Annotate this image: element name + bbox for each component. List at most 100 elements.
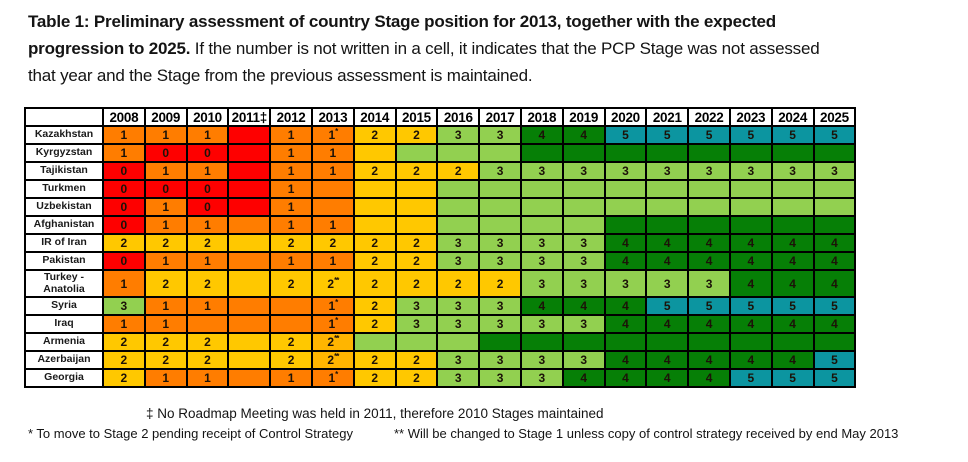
stage-cell: 2 <box>185 332 230 352</box>
stage-cell: 5 <box>812 350 857 370</box>
stage-cell <box>728 143 773 163</box>
stage-cell <box>352 179 397 199</box>
country-label: Afghanistan <box>24 215 104 235</box>
stage-cell: 2 <box>436 161 481 181</box>
table-row: Iraq 1 1 1* 2 3 3 3 3 3 4 4 4 4 4 4 <box>24 314 857 334</box>
stage-cell: 0 <box>143 179 188 199</box>
stage-cell <box>728 197 773 217</box>
stage-cell: 4 <box>687 314 731 334</box>
stage-cell <box>561 332 606 352</box>
country-label: Kazakhstan <box>24 125 104 145</box>
stage-cell: 4 <box>645 350 690 370</box>
stage-cell: 1 <box>185 296 230 316</box>
stage-cell <box>812 197 857 217</box>
stage-cell: 2 <box>352 296 397 316</box>
stage-cell: 2 <box>394 269 439 298</box>
stage-cell <box>227 350 272 370</box>
stage-cell: 0 <box>185 143 230 163</box>
stage-cell: 3 <box>478 350 522 370</box>
stage-cell <box>519 215 564 235</box>
stage-cell: 2 <box>102 368 146 388</box>
stage-cell: 1 <box>269 215 313 235</box>
stage-cell-footnote-mark: ** <box>334 334 339 343</box>
stage-cell <box>603 332 648 352</box>
stage-cell <box>687 143 731 163</box>
table-row: Turkmen 0 0 0 1 <box>24 179 857 199</box>
stage-cell: 3 <box>478 296 522 316</box>
country-label: Armenia <box>24 332 104 352</box>
stage-cell <box>561 215 606 235</box>
year-header: 2012 <box>269 107 313 127</box>
year-header: 2017 <box>478 107 522 127</box>
year-header: 2024 <box>770 107 815 127</box>
stage-cell: 3 <box>394 296 439 316</box>
stage-cell: 2 <box>102 350 146 370</box>
stage-cell <box>603 215 648 235</box>
stage-cell: 5 <box>687 296 731 316</box>
year-header: 2022 <box>687 107 731 127</box>
stage-cell <box>812 215 857 235</box>
stage-cell <box>687 215 731 235</box>
stage-cell: 5 <box>645 125 690 145</box>
stage-cell <box>227 179 272 199</box>
stage-cell: 2 <box>394 368 439 388</box>
stage-cell <box>478 215 522 235</box>
stage-cell: 1 <box>143 125 188 145</box>
document-title: Table 1: Preliminary assessment of count… <box>28 8 963 89</box>
table-body: Kazakhstan 1 1 1 1 1* 2 2 3 3 4 4 5 5 5 5 5 5 Kyrgyzstan 1 0… <box>24 125 857 388</box>
title-line-2: progression to 2025. If the number is no… <box>28 39 820 58</box>
stage-cell: 0 <box>185 179 230 199</box>
stage-cell: 1 <box>185 251 230 271</box>
table-row: Pakistan 0 1 1 1 1 2 2 3 3 3 3 4 4 4 4 4 4 <box>24 251 857 271</box>
stage-cell: 5 <box>812 368 857 388</box>
stage-cell <box>436 197 481 217</box>
stage-cell: 3 <box>519 251 564 271</box>
stage-cell-footnote-mark: * <box>335 316 338 325</box>
stage-cell: 2 <box>352 368 397 388</box>
stage-cell: 2 <box>352 233 397 253</box>
stage-cell: 4 <box>561 368 606 388</box>
stage-cell: 3 <box>812 161 857 181</box>
stage-cell: 3 <box>687 269 731 298</box>
stage-cell <box>394 215 439 235</box>
stage-cell: 4 <box>687 350 731 370</box>
year-header: 2008 <box>102 107 146 127</box>
stage-cell <box>352 197 397 217</box>
stage-cell <box>645 215 690 235</box>
stage-cell <box>227 233 272 253</box>
stage-cell-footnote-mark: ** <box>334 352 339 361</box>
stage-cell: 1 <box>310 215 355 235</box>
stage-cell: 4 <box>812 269 857 298</box>
stage-cell: 3 <box>436 368 481 388</box>
stage-cell: 1 <box>143 197 188 217</box>
stage-cell: 1 <box>185 215 230 235</box>
stage-cell: 2** <box>310 350 355 370</box>
stage-cell: 2 <box>394 350 439 370</box>
stage-cell: 3 <box>519 161 564 181</box>
stage-cell <box>561 179 606 199</box>
stage-cell: 3 <box>519 368 564 388</box>
stage-cell: 4 <box>687 233 731 253</box>
stage-cell: 1 <box>185 161 230 181</box>
stage-cell <box>645 143 690 163</box>
stage-cell <box>227 125 272 145</box>
stage-cell: 2** <box>310 332 355 352</box>
stage-cell: 2 <box>185 350 230 370</box>
stage-table: 2008 2009 2010 2011‡ 2012 2013 2014 2015 2016 201… <box>24 107 857 388</box>
stage-cell: 2 <box>269 350 313 370</box>
stage-cell <box>687 197 731 217</box>
stage-cell <box>770 215 815 235</box>
stage-cell <box>645 197 690 217</box>
stage-cell: 2 <box>394 233 439 253</box>
stage-cell: 4 <box>519 125 564 145</box>
stage-cell: 3 <box>519 233 564 253</box>
stage-cell: 2 <box>394 161 439 181</box>
stage-cell <box>812 179 857 199</box>
stage-cell: 3 <box>436 233 481 253</box>
stage-cell <box>519 179 564 199</box>
stage-cell: 3 <box>519 350 564 370</box>
year-header: 2014 <box>352 107 397 127</box>
stage-cell: 4 <box>770 269 815 298</box>
stage-cell <box>436 332 481 352</box>
stage-cell: 2 <box>269 332 313 352</box>
